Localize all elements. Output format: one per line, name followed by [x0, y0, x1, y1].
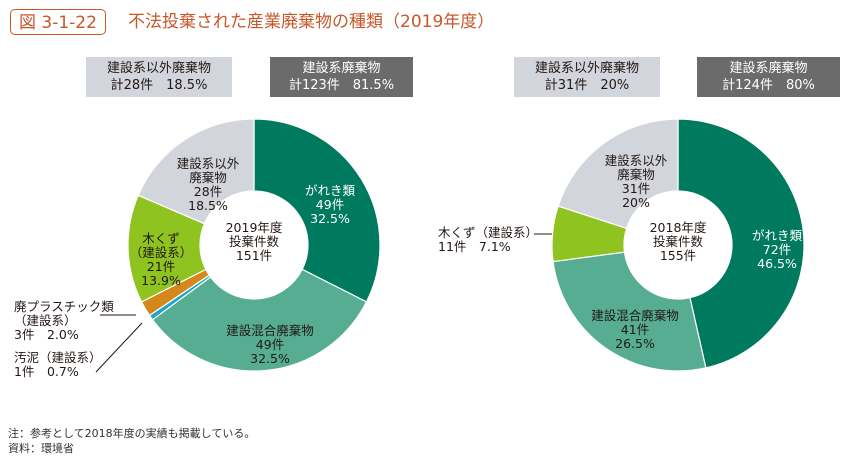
label-line: がれき類	[752, 228, 803, 243]
donut-slice-0-5	[137, 118, 255, 225]
summary-label: 建設系以外廃棄物	[106, 61, 211, 76]
label-line: 投棄件数	[229, 234, 280, 249]
summary-box-2019-non-construction: 建設系以外廃棄物 計28件 18.5%	[86, 57, 232, 97]
slice-label: 建設系以外廃棄物 31件 20%	[605, 153, 668, 210]
label-line: 廃棄物	[617, 167, 655, 182]
label-line: 32.5%	[310, 211, 350, 226]
summary-box-2018-construction: 建設系廃棄物 計124件 80%	[697, 57, 840, 97]
slice-label: 木くず（建設系） 21件 13.9%	[130, 231, 193, 288]
source-note: 資料：環境省	[8, 442, 74, 455]
summary-value: 計123件 81.5%	[288, 78, 395, 93]
callout-leader-line	[95, 322, 143, 373]
donut-slice-1-3	[557, 118, 679, 230]
label-line: （建設系）	[130, 245, 193, 260]
label-line: 31件	[622, 181, 650, 196]
summary-label: 建設系廃棄物	[729, 61, 808, 76]
slice-label: がれき類 49件 32.5%	[305, 183, 356, 226]
callout-label: 汚泥（建設系） 1件 0.7%	[14, 350, 102, 379]
label-line: 18.5%	[188, 198, 228, 213]
label-line: 木くず（建設系）	[438, 225, 538, 240]
callout-label: 木くず（建設系） 11件 7.1%	[438, 225, 538, 254]
donut-slice-1-0	[677, 118, 805, 369]
label-line: 26.5%	[615, 336, 655, 351]
label-line: （建設系）	[14, 313, 77, 328]
label-line: 建設混合廃棄物	[591, 308, 679, 323]
donut-center-label: 2018年度投棄件数 155件	[650, 220, 707, 263]
label-line: 11件 7.1%	[438, 239, 511, 254]
label-line: 1件 0.7%	[14, 364, 79, 379]
figure-number-badge: 図 3-1-22	[10, 9, 106, 35]
summary-box-2019-construction: 建設系廃棄物 計123件 81.5%	[270, 57, 413, 97]
label-line: 46.5%	[757, 256, 797, 271]
label-line: 155件	[660, 248, 696, 263]
label-line: 32.5%	[250, 351, 290, 366]
label-line: 廃棄物	[189, 170, 227, 185]
label-line: 49件	[256, 337, 284, 352]
summary-value: 計124件 80%	[722, 78, 815, 93]
summary-value: 計28件 18.5%	[110, 78, 208, 93]
label-line: 汚泥（建設系）	[14, 350, 102, 365]
summary-value: 計31件 20%	[544, 78, 630, 93]
summary-label: 建設系以外廃棄物	[534, 61, 639, 76]
label-line: 13.9%	[141, 273, 181, 288]
label-line: 41件	[621, 322, 649, 337]
callout-label: 廃プラスチック類（建設系） 3件 2.0%	[14, 299, 114, 342]
label-line: 49件	[316, 197, 344, 212]
label-line: 建設系以外	[177, 156, 240, 171]
donut-slice-0-0	[253, 118, 381, 303]
slice-label: 建設混合廃棄物 49件 32.5%	[226, 323, 314, 366]
label-line: がれき類	[305, 183, 356, 198]
label-line: 2019年度	[226, 220, 283, 235]
slice-label: 建設系以外廃棄物 28件 18.5%	[177, 156, 240, 213]
summary-label: 建設系廃棄物	[302, 61, 381, 76]
label-line: 3件 2.0%	[14, 327, 79, 342]
label-line: 建設系以外	[605, 153, 668, 168]
footnote: 注：参考として2018年度の実績も掲載している。	[8, 427, 256, 440]
summary-box-2018-non-construction: 建設系以外廃棄物 計31件 20%	[514, 57, 660, 97]
label-line: 2018年度	[650, 220, 707, 235]
slice-label: 建設混合廃棄物 41件 26.5%	[591, 308, 679, 351]
donut-slice-0-1	[151, 268, 368, 372]
donut-slice-1-1	[552, 251, 707, 372]
label-line: 建設混合廃棄物	[226, 323, 314, 338]
label-line: 28件	[194, 184, 222, 199]
label-line: 廃プラスチック類	[14, 299, 114, 314]
label-line: 20%	[622, 195, 650, 210]
label-line: 151件	[236, 248, 272, 263]
label-line: 72件	[763, 242, 791, 257]
label-line: 投棄件数	[653, 234, 704, 249]
label-line: 21件	[147, 259, 175, 274]
slice-label: がれき類 72件 46.5%	[752, 228, 803, 271]
figure-title: 不法投棄された産業廃棄物の種類（2019年度）	[128, 12, 495, 32]
label-line: 木くず	[142, 231, 180, 246]
donut-center-label: 2019年度投棄件数 151件	[226, 220, 283, 263]
